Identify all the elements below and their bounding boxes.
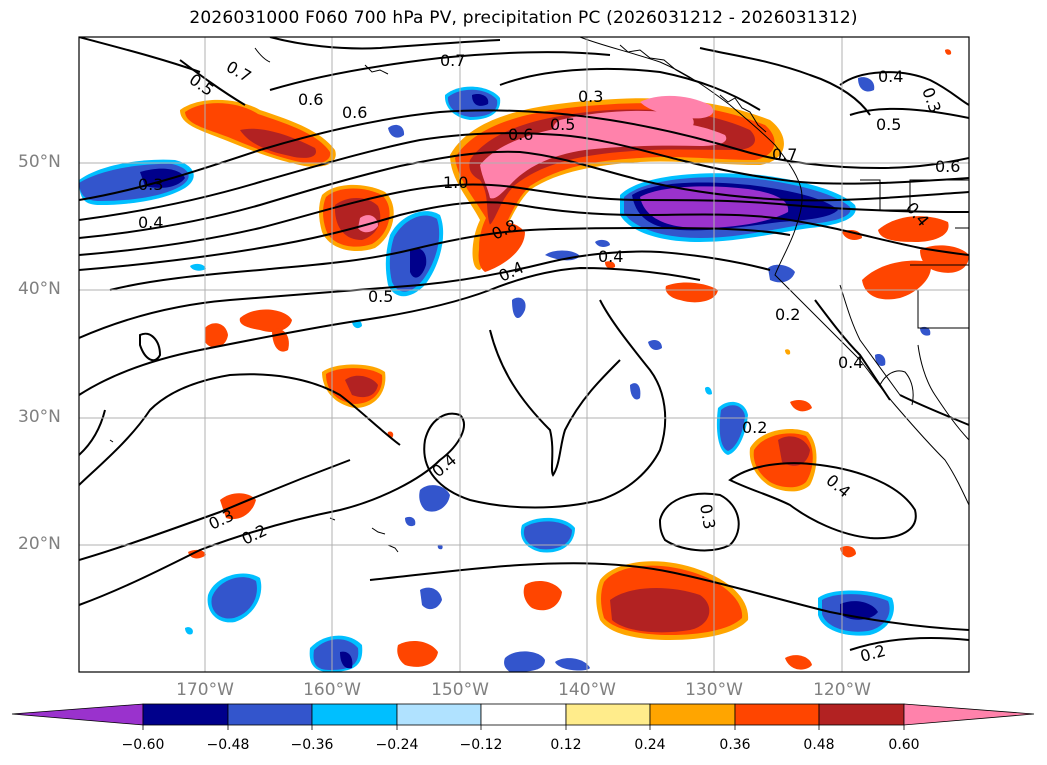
- colorbar-swatch: [734, 703, 820, 726]
- colorbar-tick-label: 0.48: [803, 737, 835, 753]
- figure-title: 2026031000 F060 700 hPa PV, precipitatio…: [189, 8, 858, 28]
- lon-label-130w: 130°W: [685, 680, 743, 700]
- colorbar-swatch: [142, 703, 229, 726]
- colorbar-tick-label: 0.12: [550, 737, 582, 753]
- precip-positive-areas: [180, 95, 969, 670]
- contour-label: 0.7: [440, 51, 465, 70]
- colorbar-swatch: [649, 703, 736, 726]
- colorbar-swatch: [480, 703, 567, 726]
- colorbar-swatch: [227, 703, 313, 726]
- colorbar-extend-right: [903, 703, 1035, 726]
- contour-label: 0.4: [598, 247, 623, 266]
- colorbar-tick-label: −0.36: [290, 737, 334, 753]
- contour-label: 0.6: [935, 157, 960, 176]
- contour-label: 0.6: [298, 90, 323, 109]
- contour-label: 0.4: [138, 213, 163, 232]
- lat-label-20n: 20°N: [18, 534, 61, 554]
- contour-label: 0.5: [368, 287, 393, 306]
- lon-label-170w: 170°W: [176, 680, 234, 700]
- colorbar-swatch: [311, 703, 398, 726]
- contour-label: 0.2: [775, 305, 800, 324]
- contour-label: 0.6: [508, 125, 533, 144]
- map-grid: [79, 37, 969, 672]
- colorbar: [11, 703, 1035, 730]
- contour-label: 0.7: [772, 145, 797, 164]
- colorbar-swatch: [818, 703, 905, 726]
- lon-label-160w: 160°W: [303, 680, 361, 700]
- colorbar-swatch: [396, 703, 482, 726]
- map-frame: [78, 36, 970, 673]
- pv-contours: [79, 37, 969, 651]
- contour-label: 0.5: [876, 115, 901, 134]
- lat-label-30n: 30°N: [18, 407, 61, 427]
- lon-label-150w: 150°W: [431, 680, 489, 700]
- lon-label-120w: 120°W: [813, 680, 871, 700]
- contour-label: 0.6: [342, 103, 367, 122]
- colorbar-extend-left: [11, 703, 144, 726]
- contour-label: 0.3: [578, 87, 603, 106]
- colorbar-tick-label: 0.60: [888, 737, 920, 753]
- lat-label-50n: 50°N: [18, 152, 61, 172]
- contour-label: 0.3: [138, 175, 163, 194]
- contour-label: 0.4: [878, 67, 903, 86]
- lat-label-40n: 40°N: [18, 279, 61, 299]
- colorbar-tick-label: 0.36: [719, 737, 751, 753]
- colorbar-tick-label: −0.60: [121, 737, 165, 753]
- contour-label: 0.5: [550, 115, 575, 134]
- colorbar-tick-label: −0.48: [206, 737, 250, 753]
- colorbar-tick-label: −0.12: [459, 737, 503, 753]
- colorbar-tick-label: −0.24: [375, 737, 419, 753]
- contour-label: 0.4: [838, 353, 863, 372]
- colorbar-tick-label: 0.24: [634, 737, 666, 753]
- contour-label: 1.0: [443, 173, 468, 192]
- lon-label-140w: 140°W: [558, 680, 616, 700]
- colorbar-swatch: [565, 703, 651, 726]
- contour-label: 0.2: [742, 418, 767, 437]
- contour-label: 0.3: [696, 502, 719, 530]
